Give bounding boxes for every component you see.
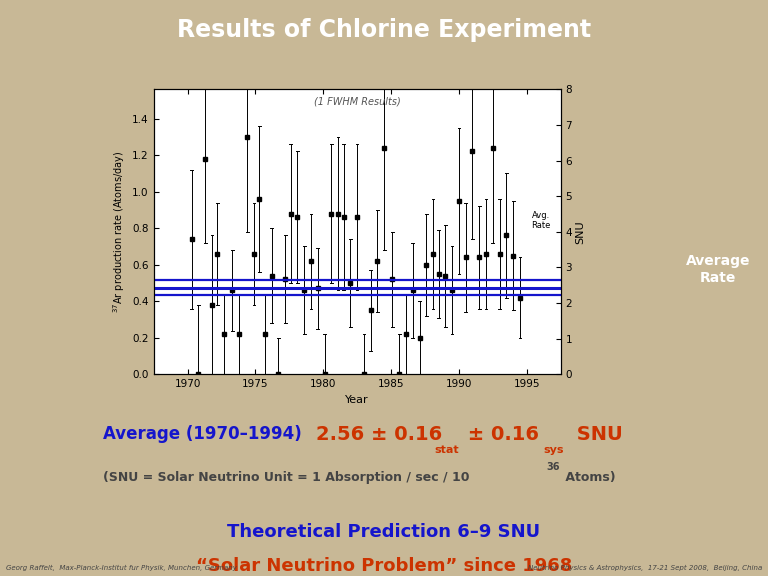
- Text: Average
Rate: Average Rate: [686, 253, 750, 285]
- Text: Results of Chlorine Experiment: Results of Chlorine Experiment: [177, 18, 591, 42]
- Text: (1 FWHM Results): (1 FWHM Results): [314, 96, 400, 107]
- Text: (SNU = Solar Neutrino Unit = 1 Absorption / sec / 10: (SNU = Solar Neutrino Unit = 1 Absorptio…: [103, 471, 469, 483]
- Y-axis label: $^{37}$Ar production rate (Atoms/day): $^{37}$Ar production rate (Atoms/day): [111, 151, 127, 313]
- Text: 36: 36: [547, 462, 560, 472]
- Text: 2.56 ± 0.16: 2.56 ± 0.16: [316, 425, 442, 444]
- Text: sys: sys: [544, 445, 564, 455]
- Text: ± 0.16: ± 0.16: [461, 425, 539, 444]
- Text: Neutrino Physics & Astrophysics,  17-21 Sept 2008,  Beijing, China: Neutrino Physics & Astrophysics, 17-21 S…: [528, 565, 762, 571]
- Text: stat: stat: [434, 445, 459, 455]
- Text: “Solar Neutrino Problem” since 1968: “Solar Neutrino Problem” since 1968: [196, 557, 572, 575]
- Text: Atoms): Atoms): [561, 471, 616, 483]
- Text: Theoretical Prediction 6–9 SNU: Theoretical Prediction 6–9 SNU: [227, 523, 541, 541]
- Text: Average (1970–1994): Average (1970–1994): [103, 425, 302, 443]
- Text: SNU: SNU: [571, 425, 623, 444]
- X-axis label: Year: Year: [346, 395, 369, 405]
- Y-axis label: SNU: SNU: [575, 220, 585, 244]
- Text: Avg.
Rate: Avg. Rate: [531, 211, 551, 230]
- Text: Georg Raffelt,  Max-Planck-Institut fur Physik, Munchen, Germany: Georg Raffelt, Max-Planck-Institut fur P…: [6, 565, 237, 571]
